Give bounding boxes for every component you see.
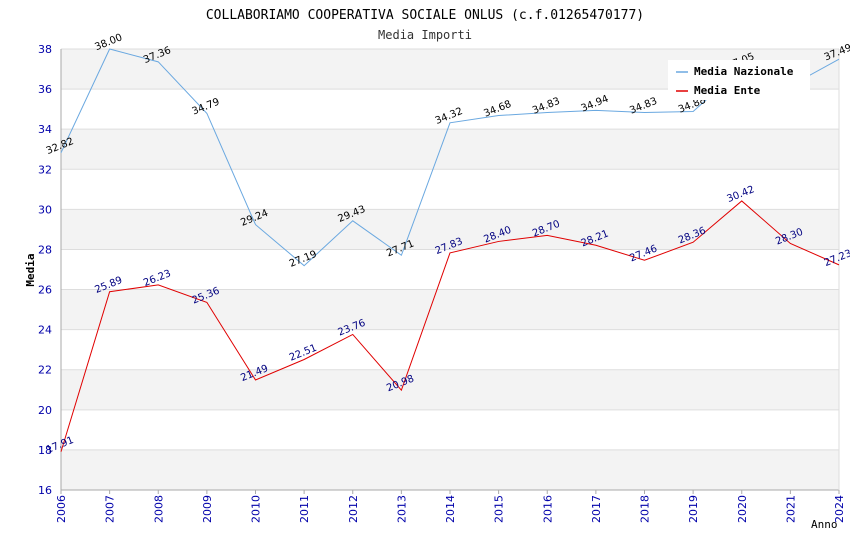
grid-band	[61, 369, 839, 410]
y-tick-label: 28	[38, 243, 52, 256]
data-label-ente: 26.23	[142, 268, 173, 289]
x-tick-label: 2014	[444, 495, 457, 523]
x-tick-label: 2008	[152, 495, 165, 523]
y-tick-label: 16	[38, 484, 52, 497]
y-tick-label: 32	[38, 163, 52, 176]
grid-band	[61, 289, 839, 330]
data-label-nazionale: 34.83	[531, 96, 562, 117]
data-label-nazionale: 34.79	[191, 97, 222, 118]
grid-band	[61, 209, 839, 250]
y-tick-label: 24	[38, 324, 52, 337]
x-axis-ticks: 2006 2007 2008 2009 2010 2011 2012 2013 2014 2015…	[55, 490, 846, 523]
x-tick-label: 2009	[201, 495, 214, 523]
x-tick-label: 2010	[250, 495, 263, 523]
x-tick-label: 2024	[833, 495, 846, 523]
x-tick-label: 2006	[55, 495, 68, 523]
y-tick-label: 38	[38, 43, 52, 56]
x-tick-label: 2013	[395, 495, 408, 523]
legend: Media Nazionale Media Ente	[668, 60, 810, 100]
y-axis-ticks: 16 18 20 22 24 26 28 30 32 34 36 38	[38, 43, 52, 497]
x-tick-label: 2019	[687, 495, 700, 523]
grid-band	[61, 129, 839, 170]
series-line-ente	[60, 200, 840, 452]
data-label-nazionale: 34.94	[580, 94, 611, 115]
chart-title: COLLABORIAMO COOPERATIVA SOCIALE ONLUS (…	[206, 8, 644, 23]
y-tick-label: 26	[38, 284, 52, 297]
y-tick-label: 30	[38, 203, 52, 216]
y-tick-label: 36	[38, 83, 52, 96]
x-tick-label: 2020	[736, 495, 749, 523]
x-tick-label: 2016	[541, 495, 554, 523]
x-tick-label: 2017	[590, 495, 603, 523]
data-label-ente: 22.51	[288, 343, 319, 364]
data-label-nazionale: 34.83	[628, 96, 659, 117]
legend-label-nazionale: Media Nazionale	[694, 65, 794, 78]
x-tick-label: 2015	[493, 495, 506, 523]
x-tick-label: 2021	[784, 495, 797, 523]
x-tick-label: 2011	[298, 495, 311, 523]
x-axis-label: Anno	[811, 518, 838, 531]
data-label-nazionale: 27.19	[288, 249, 319, 270]
y-tick-label: 20	[38, 404, 52, 417]
x-tick-label: 2007	[104, 495, 117, 523]
grid-band	[61, 449, 839, 490]
data-label-ente: 27.23	[823, 248, 850, 269]
x-tick-label: 2018	[639, 495, 652, 523]
x-tick-label: 2012	[347, 495, 360, 523]
y-tick-label: 22	[38, 364, 52, 377]
chart-subtitle: Media Importi	[378, 28, 472, 42]
legend-box	[668, 60, 810, 100]
y-tick-label: 18	[38, 444, 52, 457]
data-label-nazionale: 34.68	[482, 99, 513, 120]
legend-label-ente: Media Ente	[694, 84, 761, 97]
y-axis-label: Media	[24, 253, 37, 286]
y-tick-label: 34	[38, 123, 52, 136]
data-label-nazionale: 34.32	[434, 106, 465, 127]
